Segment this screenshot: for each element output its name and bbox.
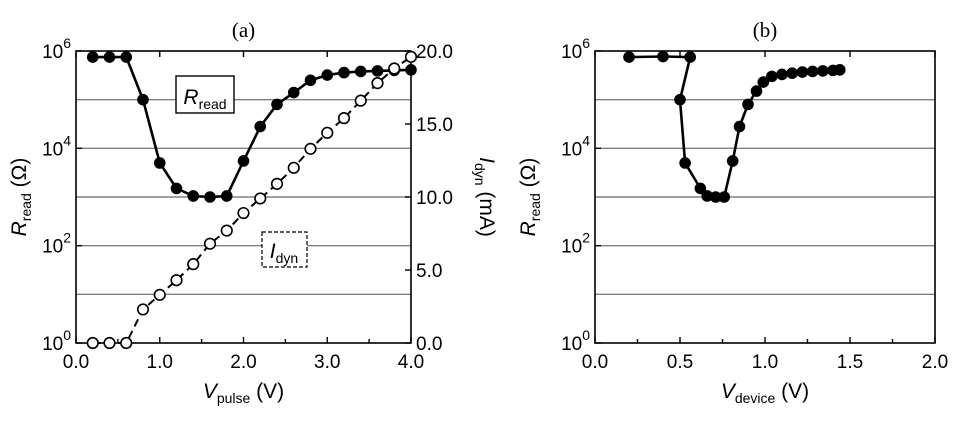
y-tick-label: 100 <box>561 327 590 355</box>
data-point <box>354 65 367 78</box>
data-point <box>254 192 267 205</box>
data-point <box>220 190 233 202</box>
chart-panel-b: 0.0 0.5 1.0 1.5 2.0 100 102 104 106 Vdevice (V) Rr… <box>517 18 948 406</box>
data-point <box>187 190 200 202</box>
data-point <box>86 51 99 63</box>
data-point <box>120 51 133 63</box>
data-point <box>321 126 334 139</box>
data-point <box>404 50 418 63</box>
data-point <box>776 68 788 81</box>
data-point <box>287 86 300 99</box>
data-point <box>220 224 233 237</box>
data-point <box>203 237 217 250</box>
data-point <box>170 274 183 287</box>
data-point <box>796 66 809 78</box>
data-point <box>153 157 166 169</box>
data-point <box>388 62 401 75</box>
y2-tick-label: 15.0 <box>416 115 453 136</box>
data-point <box>766 70 778 83</box>
panel-label: (b) <box>753 18 778 42</box>
data-point <box>405 64 417 76</box>
data-point <box>136 303 150 316</box>
y-tick-label: 100 <box>42 327 71 355</box>
data-point <box>237 206 250 220</box>
data-point <box>321 69 334 81</box>
data-point <box>270 177 284 190</box>
chart-panel-a: 0.0 1.0 2.0 3.0 4.0 100 102 104 106 0.0 5.0 10.0 15.… <box>8 18 498 406</box>
legend-box-rread <box>175 75 235 114</box>
data-point <box>103 51 116 63</box>
data-point <box>237 155 250 167</box>
legend-label-rread: Rread <box>183 86 226 112</box>
data-point <box>718 191 731 203</box>
data-point <box>354 94 367 107</box>
data-point <box>86 336 99 350</box>
data-point <box>674 93 686 106</box>
data-point <box>170 182 183 195</box>
data-point <box>657 50 669 63</box>
x-tick-label: 0.0 <box>63 352 89 373</box>
y2-tick-label: 5.0 <box>416 261 442 282</box>
x-tick-label: 1.0 <box>752 352 778 373</box>
data-point <box>757 76 770 88</box>
y2-tick-label: 20.0 <box>416 42 453 63</box>
x-tick-label: 0.0 <box>582 352 608 373</box>
data-point <box>187 258 200 271</box>
data-point <box>742 98 754 111</box>
data-point <box>254 120 267 133</box>
legend-label-idyn: Idyn <box>270 240 298 266</box>
data-point <box>304 74 317 87</box>
data-point <box>153 288 166 301</box>
x-tick-label: 0.5 <box>667 352 693 373</box>
x-axis-label: Vpulse (V) <box>203 380 284 406</box>
y-axis-label: Rread (Ω) <box>8 158 34 237</box>
x-tick-label: 1.0 <box>147 352 173 373</box>
y-tick-label: 102 <box>561 230 590 258</box>
x-tick-label: 4.0 <box>398 352 424 373</box>
data-point <box>817 65 829 77</box>
data-point <box>204 191 216 203</box>
y-tick-label: 106 <box>42 35 71 63</box>
x-tick-label: 2.0 <box>230 352 256 373</box>
data-point <box>338 66 350 79</box>
x-tick-label: 2.0 <box>922 352 948 373</box>
data-point <box>371 77 384 90</box>
panel-label: (a) <box>232 18 255 42</box>
data-point <box>120 336 133 350</box>
data-point <box>337 112 351 125</box>
data-point <box>806 65 819 78</box>
data-point <box>679 157 691 169</box>
data-point <box>271 98 283 111</box>
y-tick-label: 102 <box>42 230 71 258</box>
y-tick-label: 106 <box>561 35 590 63</box>
data-point <box>786 67 799 79</box>
data-point <box>750 85 763 97</box>
data-point <box>684 51 697 63</box>
y2-tick-label: 10.0 <box>416 188 453 209</box>
x-axis-label: Vdevice (V) <box>721 380 809 406</box>
data-point <box>694 182 707 195</box>
data-point <box>137 93 149 106</box>
x-tick-label: 1.5 <box>837 352 863 373</box>
legend-box-idyn <box>261 231 308 268</box>
data-point <box>623 51 635 63</box>
y2-tick-label: 0.0 <box>416 334 442 355</box>
y-tick-label: 104 <box>42 132 71 160</box>
y-axis-label: Rread (Ω) <box>517 158 543 237</box>
y-tick-label: 104 <box>561 132 590 160</box>
series-line-0 <box>92 55 412 199</box>
data-point <box>371 65 384 77</box>
x-tick-label: 3.0 <box>314 352 340 373</box>
data-point <box>287 161 300 174</box>
data-point <box>733 120 746 133</box>
data-point <box>103 336 116 350</box>
data-point <box>726 155 739 167</box>
y2-axis-label: Idyn (mA) <box>472 157 498 237</box>
data-point <box>834 64 846 76</box>
data-point <box>304 142 317 155</box>
